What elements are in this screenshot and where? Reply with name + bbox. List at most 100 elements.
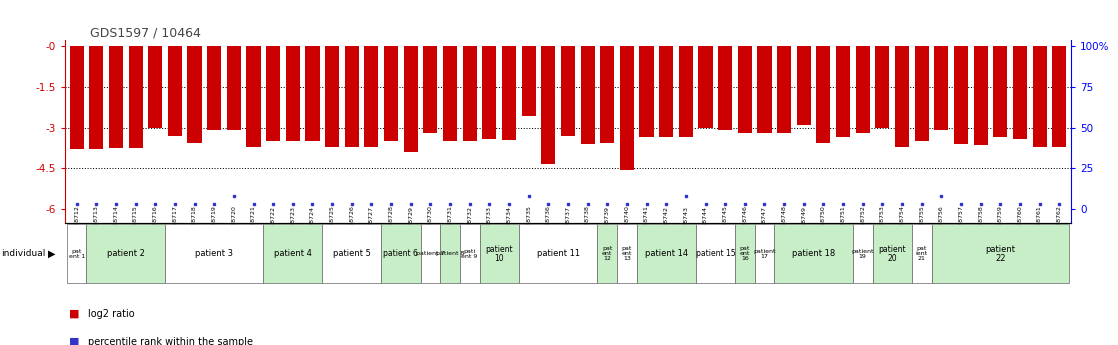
Text: GSM38735: GSM38735 — [527, 206, 531, 239]
Text: GSM38739: GSM38739 — [605, 206, 609, 239]
Bar — [718, 47, 732, 130]
Bar — [639, 47, 654, 137]
Bar — [69, 47, 84, 149]
Text: pat
ent
13: pat ent 13 — [622, 246, 632, 261]
Bar — [757, 47, 771, 133]
Bar — [322, 224, 381, 283]
Text: GSM38755: GSM38755 — [919, 206, 925, 239]
Text: patient
19: patient 19 — [852, 249, 874, 258]
Bar — [797, 47, 811, 125]
Text: patient 7: patient 7 — [416, 251, 445, 256]
Bar — [424, 47, 437, 133]
Bar — [855, 47, 870, 133]
Bar — [482, 47, 496, 139]
Bar — [89, 47, 103, 149]
Bar — [695, 224, 735, 283]
Bar — [777, 47, 792, 133]
Bar — [480, 224, 519, 283]
Text: GSM38718: GSM38718 — [192, 206, 197, 239]
Text: GSM38733: GSM38733 — [486, 206, 492, 239]
Text: patient 14: patient 14 — [645, 249, 688, 258]
Bar — [522, 47, 536, 116]
Bar — [954, 47, 968, 144]
Text: GSM38721: GSM38721 — [252, 206, 256, 239]
Bar — [246, 47, 260, 147]
Bar — [993, 47, 1007, 137]
Bar — [463, 47, 476, 141]
Bar — [440, 224, 459, 283]
Bar — [383, 47, 398, 141]
Bar — [875, 47, 890, 128]
Text: patient
17: patient 17 — [754, 249, 776, 258]
Bar — [364, 47, 379, 147]
Bar — [738, 47, 752, 133]
Text: GSM38722: GSM38722 — [271, 206, 276, 239]
Text: GSM38715: GSM38715 — [133, 206, 139, 239]
Text: GSM38741: GSM38741 — [644, 206, 650, 239]
Text: GSM38716: GSM38716 — [153, 206, 158, 239]
Text: GSM38736: GSM38736 — [546, 206, 551, 239]
Text: pat
ent 1: pat ent 1 — [68, 249, 85, 258]
Text: GSM38746: GSM38746 — [742, 206, 747, 239]
Text: GSM38758: GSM38758 — [978, 206, 983, 239]
Text: GSM38737: GSM38737 — [566, 206, 570, 239]
Bar — [67, 224, 86, 283]
Bar — [1013, 47, 1027, 139]
Bar — [149, 47, 162, 128]
Text: log2 ratio: log2 ratio — [88, 309, 135, 319]
Text: GSM38720: GSM38720 — [231, 206, 236, 239]
Text: GSM38738: GSM38738 — [585, 206, 590, 239]
Bar — [502, 47, 517, 140]
Text: GSM38743: GSM38743 — [683, 206, 689, 239]
Text: pat
ient
21: pat ient 21 — [916, 246, 928, 261]
Bar — [836, 47, 850, 137]
Bar — [735, 224, 755, 283]
Bar — [286, 47, 300, 141]
Text: patient 6: patient 6 — [383, 249, 418, 258]
Bar — [637, 224, 695, 283]
Bar — [617, 224, 637, 283]
Text: GSM38712: GSM38712 — [74, 206, 79, 239]
Text: patient
10: patient 10 — [485, 245, 513, 263]
Text: GDS1597 / 10464: GDS1597 / 10464 — [89, 27, 201, 40]
Text: percentile rank within the sample: percentile rank within the sample — [88, 337, 254, 345]
Bar — [207, 47, 221, 130]
Bar — [915, 47, 929, 141]
Text: GSM38752: GSM38752 — [860, 206, 865, 239]
Bar — [755, 224, 775, 283]
Text: GSM38749: GSM38749 — [802, 206, 806, 239]
Text: patient
22: patient 22 — [985, 245, 1015, 263]
Bar — [894, 47, 909, 147]
Bar — [519, 224, 597, 283]
Text: GSM38748: GSM38748 — [781, 206, 787, 239]
Bar — [1033, 47, 1046, 147]
Bar — [325, 47, 339, 147]
Bar — [1052, 47, 1067, 147]
Text: GSM38753: GSM38753 — [880, 206, 884, 239]
Bar — [853, 224, 872, 283]
Text: pati
ent 9: pati ent 9 — [462, 249, 477, 258]
Text: GSM38726: GSM38726 — [349, 206, 354, 239]
Text: pat
ent
16: pat ent 16 — [740, 246, 750, 261]
Text: GSM38723: GSM38723 — [291, 206, 295, 239]
Text: individual: individual — [1, 249, 46, 258]
Bar — [541, 47, 556, 164]
Bar — [660, 47, 673, 137]
Bar — [775, 224, 853, 283]
Bar — [561, 47, 575, 136]
Text: GSM38761: GSM38761 — [1038, 206, 1042, 239]
Text: GSM38754: GSM38754 — [900, 206, 904, 239]
Text: patient 5: patient 5 — [333, 249, 371, 258]
Text: GSM38744: GSM38744 — [703, 206, 708, 239]
Text: GSM38729: GSM38729 — [408, 206, 414, 239]
Text: GSM38740: GSM38740 — [624, 206, 629, 239]
Text: GSM38760: GSM38760 — [1017, 206, 1023, 239]
Bar — [168, 47, 182, 136]
Bar — [227, 47, 240, 130]
Text: GSM38762: GSM38762 — [1057, 206, 1062, 239]
Bar — [305, 47, 320, 141]
Bar — [600, 47, 614, 142]
Text: patient
20: patient 20 — [879, 245, 906, 263]
Text: GSM38756: GSM38756 — [939, 206, 944, 239]
Text: patient 18: patient 18 — [792, 249, 835, 258]
